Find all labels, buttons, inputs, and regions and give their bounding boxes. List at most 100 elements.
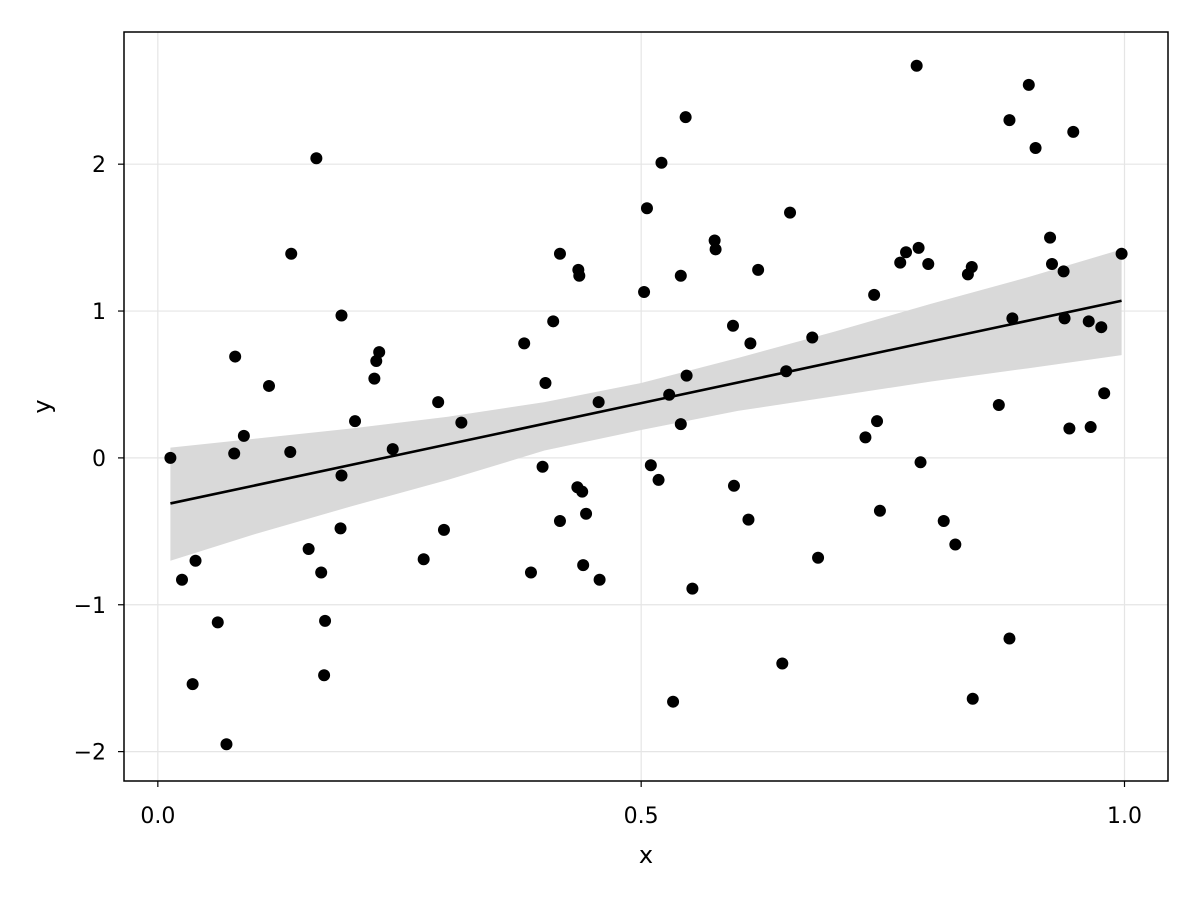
data-point-57 <box>709 243 722 256</box>
data-point-95 <box>1082 315 1095 328</box>
data-point-3 <box>189 554 202 567</box>
data-point-12 <box>302 542 315 555</box>
data-point-71 <box>873 504 886 517</box>
data-point-52 <box>674 418 687 431</box>
data-point-11 <box>285 247 298 260</box>
data-point-4 <box>211 616 224 629</box>
data-point-68 <box>859 431 872 444</box>
x-tick-label-1: 0.5 <box>624 804 659 829</box>
data-point-84 <box>1003 114 1016 127</box>
data-point-45 <box>640 202 653 215</box>
data-point-79 <box>949 538 962 551</box>
data-point-62 <box>752 263 765 276</box>
data-point-26 <box>432 396 445 409</box>
x-tick-labels: 0.0 0.5 1.0 <box>140 781 1142 829</box>
data-point-43 <box>593 573 606 586</box>
data-point-21 <box>368 372 381 385</box>
data-point-7 <box>229 350 242 363</box>
data-point-33 <box>547 315 560 328</box>
data-point-28 <box>455 416 468 429</box>
data-point-42 <box>592 396 605 409</box>
data-point-38 <box>573 269 586 282</box>
data-point-96 <box>1084 421 1097 434</box>
data-point-97 <box>1095 321 1108 334</box>
data-point-1 <box>176 573 188 586</box>
data-point-93 <box>1063 422 1076 435</box>
regression-line <box>170 299 1122 505</box>
data-point-46 <box>644 459 657 472</box>
data-point-10 <box>284 446 297 459</box>
data-point-32 <box>539 377 552 390</box>
y-axis-label: y <box>28 399 56 413</box>
data-point-29 <box>518 337 531 350</box>
data-point-53 <box>679 111 692 124</box>
data-point-81 <box>965 260 978 273</box>
y-tick-label-4: 2 <box>92 153 106 178</box>
data-point-9 <box>263 379 275 392</box>
y-tick-label-2: 0 <box>92 447 106 472</box>
data-point-77 <box>922 258 935 271</box>
data-point-85 <box>1003 632 1016 645</box>
data-point-82 <box>966 692 979 705</box>
data-point-73 <box>900 246 913 259</box>
data-point-58 <box>727 319 739 332</box>
data-point-6 <box>228 447 241 460</box>
data-point-13 <box>310 152 323 165</box>
data-point-76 <box>914 456 927 469</box>
data-point-47 <box>652 473 665 486</box>
data-point-90 <box>1046 258 1058 271</box>
data-point-25 <box>417 553 430 566</box>
data-point-99 <box>1115 247 1128 260</box>
data-point-49 <box>663 388 676 401</box>
data-point-72 <box>894 256 907 269</box>
data-point-74 <box>910 59 923 72</box>
data-point-23 <box>373 346 386 359</box>
data-point-48 <box>655 156 668 169</box>
data-point-56 <box>708 234 721 247</box>
data-point-86 <box>1006 312 1019 325</box>
data-point-83 <box>992 399 1005 412</box>
data-point-66 <box>806 331 819 344</box>
data-point-34 <box>553 247 566 260</box>
data-point-19 <box>335 309 348 322</box>
data-point-14 <box>315 566 328 579</box>
data-point-35 <box>553 515 566 528</box>
data-point-69 <box>868 288 881 301</box>
y-tick-labels: −2 −1 0 1 2 <box>74 153 124 766</box>
data-point-51 <box>674 269 687 282</box>
data-point-88 <box>1029 142 1042 155</box>
data-point-67 <box>812 551 825 564</box>
data-point-87 <box>1022 78 1035 91</box>
data-point-60 <box>742 513 755 526</box>
data-point-8 <box>237 429 250 442</box>
data-point-98 <box>1098 387 1111 400</box>
data-point-65 <box>784 206 797 219</box>
data-point-15 <box>318 669 331 682</box>
data-point-64 <box>780 365 793 378</box>
data-point-31 <box>536 460 549 473</box>
y-tick-label-0: −2 <box>74 741 106 766</box>
confidence-band-layer <box>170 249 1122 561</box>
data-point-24 <box>386 443 399 456</box>
data-point-78 <box>937 515 950 528</box>
data-point-59 <box>727 479 740 492</box>
confidence-band <box>170 249 1122 561</box>
plot-frame <box>123 31 1169 782</box>
data-point-41 <box>580 507 593 520</box>
y-tick-label-1: −1 <box>74 594 106 619</box>
data-point-39 <box>576 485 589 498</box>
data-point-91 <box>1057 265 1070 278</box>
data-point-20 <box>349 415 362 428</box>
data-point-18 <box>335 469 348 482</box>
data-point-55 <box>686 582 699 595</box>
y-tick-label-3: 1 <box>92 300 106 325</box>
data-point-61 <box>744 337 757 350</box>
data-point-50 <box>667 695 680 708</box>
data-point-94 <box>1067 125 1080 138</box>
data-point-92 <box>1058 312 1071 325</box>
data-point-44 <box>638 285 651 298</box>
fit-line-layer <box>170 299 1122 505</box>
x-axis-label: x <box>639 841 653 869</box>
data-point-63 <box>776 657 789 670</box>
